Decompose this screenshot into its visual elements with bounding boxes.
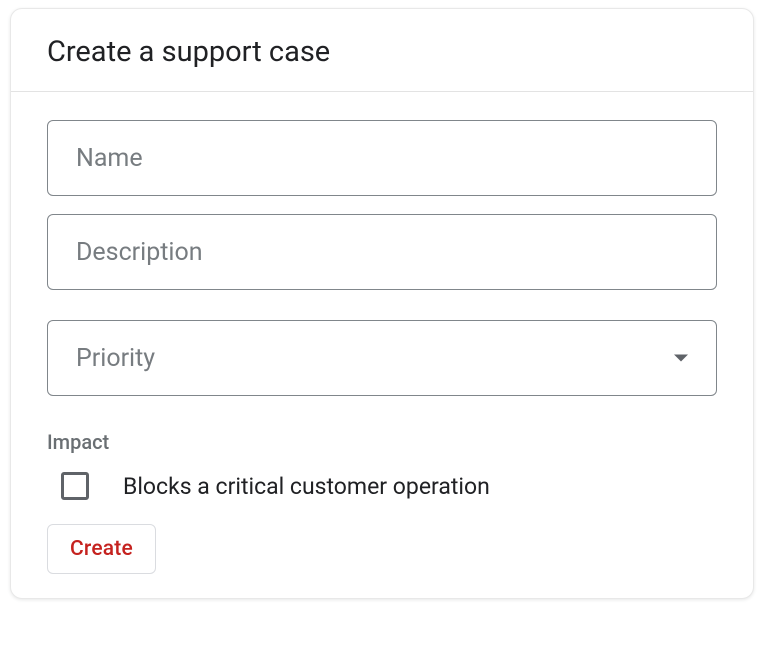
priority-field-wrapper: Priority (47, 320, 717, 396)
impact-section-label: Impact (47, 430, 717, 454)
description-field-wrapper (47, 214, 717, 290)
chevron-down-icon (674, 355, 688, 362)
support-case-card: Create a support case Priority Impact Bl… (10, 8, 754, 599)
card-body: Priority Impact Blocks a critical custom… (11, 92, 753, 598)
name-field-wrapper (47, 120, 717, 196)
impact-checkbox-row: Blocks a critical customer operation (61, 472, 717, 500)
create-button[interactable]: Create (47, 524, 156, 574)
priority-placeholder: Priority (76, 344, 155, 373)
description-input[interactable] (47, 214, 717, 290)
impact-checkbox[interactable] (61, 472, 89, 500)
name-input[interactable] (47, 120, 717, 196)
card-header: Create a support case (11, 9, 753, 91)
priority-select[interactable]: Priority (47, 320, 717, 396)
impact-checkbox-label[interactable]: Blocks a critical customer operation (123, 473, 490, 500)
page-title: Create a support case (47, 35, 717, 69)
